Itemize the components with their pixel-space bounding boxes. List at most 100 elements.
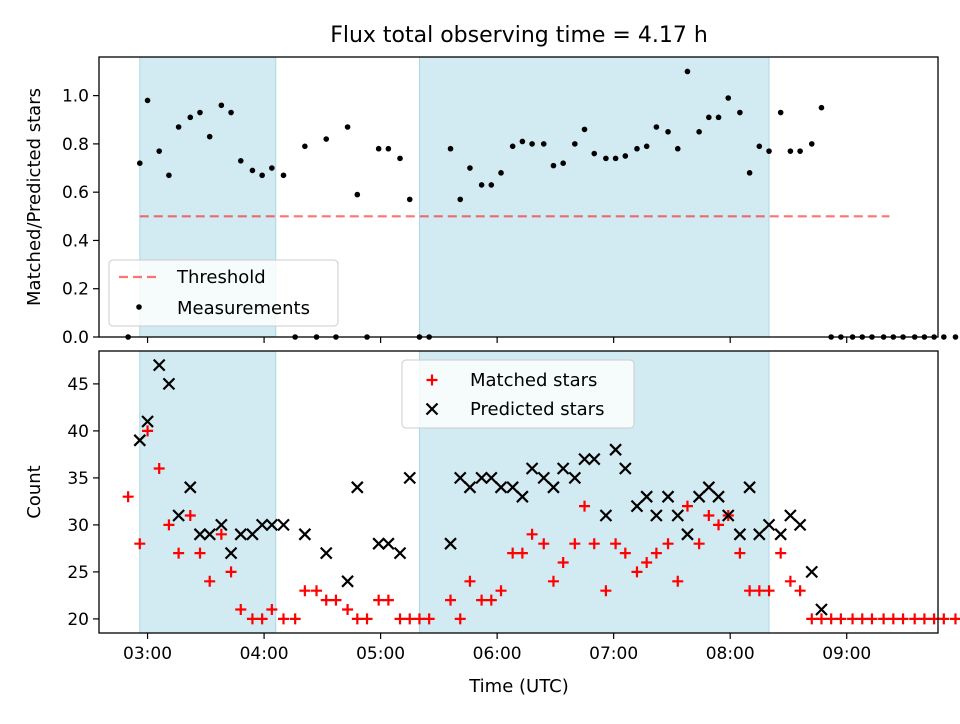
measurement-point (747, 170, 753, 176)
measurement-point (582, 127, 588, 133)
measurement-point (166, 172, 172, 178)
legend-predicted-label: Predicted stars (470, 399, 604, 420)
measurement-point (302, 144, 308, 150)
measurement-point (467, 165, 473, 171)
predicted-star-point (395, 548, 406, 559)
measurement-point (281, 172, 287, 178)
bottom-y-tick-label: 30 (67, 516, 89, 536)
matched-star-point (785, 576, 796, 587)
measurement-point (479, 182, 485, 188)
predicted-star-point (404, 472, 415, 483)
bottom-y-tick-label: 25 (67, 563, 89, 583)
measurement-point (457, 197, 463, 203)
measurement-point (345, 124, 351, 130)
predicted-star-point (816, 604, 827, 615)
measurement-point (696, 129, 702, 135)
matched-star-point (888, 613, 899, 624)
matched-star-point (898, 613, 909, 624)
measurement-point (778, 110, 784, 116)
matched-star-point (321, 595, 332, 606)
measurement-point (386, 146, 392, 152)
predicted-star-point (383, 538, 394, 549)
measurement-point (197, 110, 203, 116)
matched-star-point (404, 613, 415, 624)
measurement-point (541, 141, 547, 147)
predicted-star-point (795, 519, 806, 530)
measurement-point (809, 141, 815, 147)
matched-star-point (311, 585, 322, 596)
measurement-point (397, 156, 403, 162)
x-tick-label: 03:00 (123, 644, 172, 664)
bottom-y-tick-label: 40 (67, 422, 89, 442)
measurement-point (665, 129, 671, 135)
measurement-point (238, 158, 244, 164)
measurement-point (156, 148, 162, 154)
measurement-point (551, 163, 557, 169)
matched-star-point (299, 585, 310, 596)
measurement-point (323, 136, 329, 142)
matched-star-point (362, 613, 373, 624)
measurement-point (560, 160, 566, 166)
top-y-tick-label: 1.0 (62, 87, 89, 107)
bottom-y-axis-label: Count (24, 465, 45, 518)
measurement-point (145, 98, 151, 104)
matched-star-point (878, 613, 889, 624)
measurement-point (228, 110, 234, 116)
measurement-point (788, 148, 794, 154)
measurement-point (654, 124, 660, 130)
predicted-star-point (342, 576, 353, 587)
matched-star-point (373, 595, 384, 606)
matched-star-point (278, 613, 289, 624)
predicted-star-point (785, 510, 796, 521)
matched-star-point (857, 613, 868, 624)
matched-star-point (847, 613, 858, 624)
x-tick-label: 07:00 (589, 644, 638, 664)
measurement-point (259, 172, 265, 178)
top-y-tick-label: 0.0 (62, 328, 89, 348)
measurement-point (941, 334, 947, 340)
top-y-tick-label: 0.6 (62, 183, 89, 203)
predicted-star-point (806, 566, 817, 577)
measurement-point (706, 115, 712, 121)
measurement-point (520, 139, 526, 145)
measurement-point (766, 148, 772, 154)
measurement-point (407, 197, 413, 203)
legend-matched-label: Matched stars (470, 370, 597, 391)
measurement-point (219, 102, 225, 108)
predicted-star-point (352, 482, 363, 493)
measurement-point (591, 151, 597, 157)
x-tick-label: 08:00 (706, 644, 755, 664)
x-tick-label: 05:00 (356, 644, 405, 664)
measurement-point (634, 146, 640, 152)
measurement-point (376, 146, 382, 152)
top-y-tick-label: 0.4 (62, 231, 89, 251)
measurement-point (176, 124, 182, 130)
measurement-point (953, 334, 959, 340)
matched-star-point (795, 585, 806, 596)
top-y-tick-label: 0.2 (62, 280, 89, 300)
matched-star-point (330, 595, 341, 606)
measurement-point (737, 110, 743, 116)
x-tick-label: 06:00 (473, 644, 522, 664)
measurement-point (498, 170, 504, 176)
measurement-point (489, 182, 495, 188)
measurement-point (797, 148, 803, 154)
measurement-point (725, 95, 731, 101)
predicted-star-point (278, 519, 289, 530)
top-y-axis-label: Matched/Predicted stars (24, 88, 45, 306)
matched-star-point (395, 613, 406, 624)
legend-threshold-label: Threshold (176, 267, 266, 288)
top-y-tick-label: 0.8 (62, 135, 89, 155)
matched-star-point (835, 613, 846, 624)
bottom-y-tick-label: 45 (67, 375, 89, 395)
bottom-shaded-interval (140, 351, 276, 633)
measurement-point (675, 146, 681, 152)
matched-star-point (290, 613, 301, 624)
measurement-point (510, 144, 516, 150)
predicted-star-point (299, 529, 310, 540)
bottom-y-tick-label: 20 (67, 610, 89, 630)
predicted-star-point (775, 529, 786, 540)
matched-star-point (909, 613, 920, 624)
